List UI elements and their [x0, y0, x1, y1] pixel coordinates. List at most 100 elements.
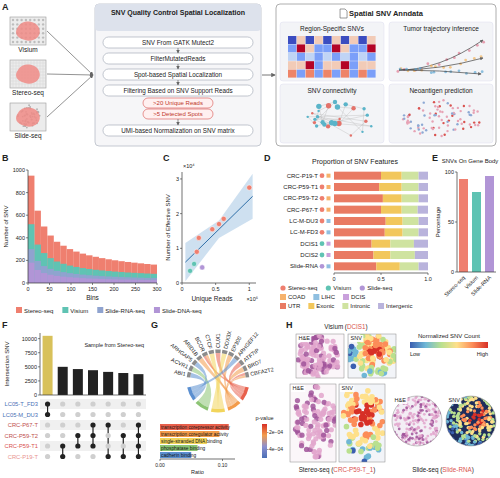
- tissue-spot: [314, 454, 319, 459]
- hist-bar: [34, 270, 40, 283]
- spot: [473, 109, 475, 111]
- tick: [38, 380, 40, 381]
- empty-dot: [60, 433, 65, 438]
- axis-multiplier: ×10⁴: [183, 163, 195, 169]
- bead: [36, 108, 38, 110]
- bar-segment: [334, 240, 372, 248]
- axis-title: Percentage: [435, 206, 441, 237]
- tissue-spot: [414, 438, 417, 441]
- spot: [446, 130, 448, 132]
- panel-g: ABI1ACVR1ARHGAP5ARID1BBCORCTCFCUX1DDX3XE…: [155, 330, 283, 475]
- point: [210, 227, 215, 232]
- tissue-spot: [411, 433, 414, 436]
- snv-spot: [453, 411, 456, 414]
- step-box: [103, 53, 253, 64]
- hist-bar: [47, 236, 53, 283]
- cell-dot: [419, 67, 422, 70]
- snv-spot: [376, 334, 382, 339]
- gene-arc: [208, 350, 214, 355]
- hist-bar: [138, 273, 144, 283]
- bar: [103, 372, 113, 395]
- tick: [455, 172, 457, 173]
- tissue-spot: [427, 399, 430, 402]
- empty-dot: [121, 401, 126, 406]
- snv-spot: [489, 436, 492, 439]
- chart-title: SNVs On Gene Body: [442, 158, 499, 164]
- hist-bar: [112, 277, 118, 283]
- spot: [42, 41, 44, 43]
- tissue-spot: [407, 417, 410, 420]
- platform-chip: [10, 103, 46, 131]
- tissue-spot: [391, 407, 394, 410]
- spot: [461, 123, 463, 125]
- snv-spot: [456, 430, 459, 433]
- spot: [473, 121, 475, 123]
- edge: [351, 121, 366, 135]
- hist-bar: [112, 279, 118, 283]
- tissue-spot: [398, 439, 401, 442]
- snv-spot: [480, 406, 483, 409]
- snv-spot: [465, 431, 468, 434]
- snv-spot: [377, 423, 383, 429]
- tissue-box: [327, 264, 331, 268]
- platform-chip: [10, 60, 46, 88]
- output-label: Region-Specific SNVs: [300, 25, 365, 33]
- tick-label: 0.5: [377, 276, 385, 282]
- snv-spot: [365, 388, 371, 394]
- snv-spot: [351, 363, 357, 369]
- bar-segment: [403, 228, 419, 236]
- snv-spot: [469, 408, 472, 411]
- spot: [429, 112, 431, 114]
- output-card: [280, 22, 384, 81]
- edge: [315, 119, 340, 120]
- tissue-spot: [318, 417, 323, 422]
- tissue-box: [327, 242, 331, 246]
- spot: [468, 114, 470, 116]
- tissue-spot: [393, 444, 396, 447]
- snv-spot: [493, 433, 496, 436]
- tissue-spot: [397, 440, 400, 443]
- category-label: CRC-P59-T2: [283, 195, 318, 201]
- spot: [12, 36, 14, 38]
- tissue-spot: [299, 433, 304, 438]
- tissue-spot: [431, 413, 434, 416]
- title-part: Slide-RNA: [442, 466, 472, 473]
- chord-link: [225, 375, 246, 407]
- hist-bar: [80, 268, 86, 283]
- empty-dot: [45, 443, 50, 448]
- bar-segment: [334, 206, 381, 214]
- empty-dot: [45, 454, 50, 459]
- bar-segment: [379, 183, 402, 191]
- image-label: H&E: [395, 397, 407, 403]
- snv-spot: [452, 421, 455, 424]
- legend-label: Visium: [333, 285, 351, 291]
- member-dot: [106, 454, 111, 459]
- tissue-spot: [418, 443, 421, 446]
- tick: [28, 283, 29, 285]
- colorbar-title: Normalized SNV Count: [418, 333, 480, 339]
- step-box: [103, 85, 253, 96]
- spot: [456, 123, 458, 125]
- spot: [421, 123, 423, 125]
- arrow: [178, 64, 179, 69]
- heat-cell: [367, 61, 375, 69]
- tissue-spot: [403, 417, 406, 420]
- snv-spot: [375, 445, 381, 451]
- term-arc: [187, 387, 196, 401]
- hist-bar: [86, 269, 92, 283]
- label-patch: [349, 335, 363, 342]
- tissue-spot: [415, 441, 418, 444]
- bead: [28, 104, 30, 106]
- image-bg: [446, 396, 496, 446]
- snv-spot: [459, 421, 462, 424]
- snv-spot: [455, 425, 458, 428]
- snv-spot: [490, 420, 493, 423]
- point: [221, 216, 226, 221]
- tissue-spot: [319, 411, 324, 416]
- spot: [438, 127, 440, 129]
- snv-spot: [376, 351, 382, 357]
- member-dot: [90, 443, 95, 448]
- tick: [215, 283, 216, 285]
- spot: [12, 19, 14, 21]
- tissue-spot: [413, 413, 416, 416]
